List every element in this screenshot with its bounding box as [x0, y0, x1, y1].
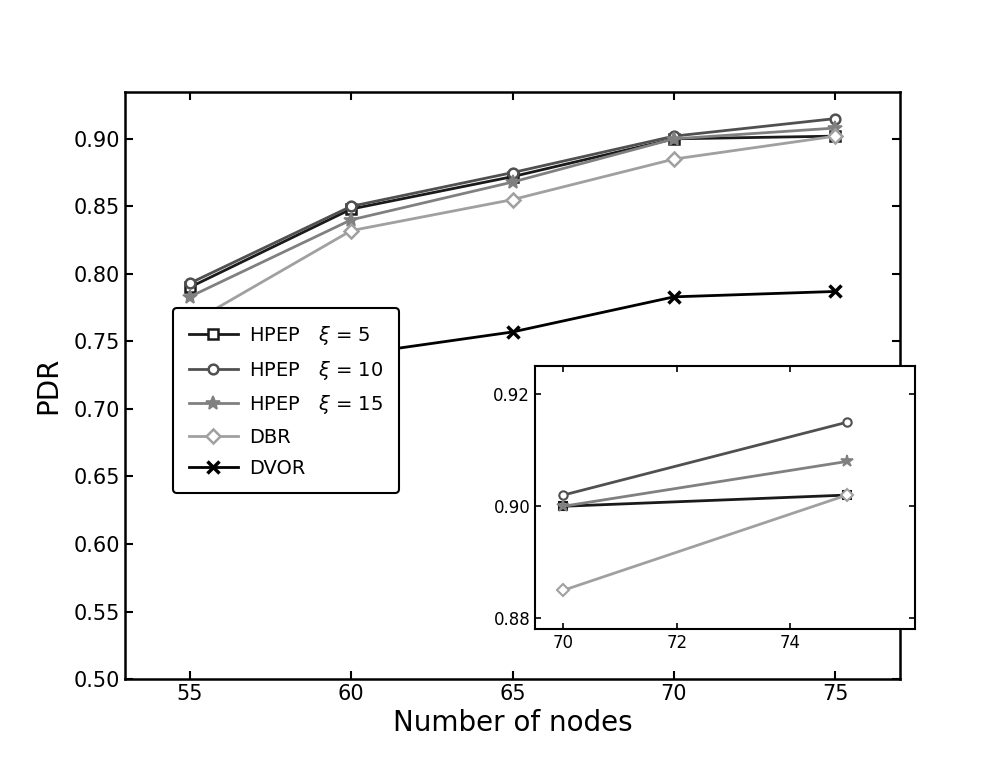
Line: HPEP   $\xi$ = 10: HPEP $\xi$ = 10 — [185, 114, 840, 288]
DVOR — [668, 292, 680, 301]
HPEP   $\xi$ = 5 — [506, 172, 518, 182]
DBR — [668, 155, 680, 164]
Y-axis label: PDR: PDR — [35, 356, 63, 414]
DBR — [184, 319, 196, 328]
HPEP   $\xi$ = 5 — [184, 283, 196, 292]
Line: DVOR: DVOR — [183, 285, 842, 469]
DBR — [345, 226, 357, 235]
HPEP   $\xi$ = 10 — [345, 201, 357, 211]
HPEP   $\xi$ = 10 — [668, 131, 680, 140]
DBR — [506, 195, 518, 204]
X-axis label: Number of nodes: Number of nodes — [393, 710, 632, 738]
Legend: HPEP   $\xi$ = 5, HPEP   $\xi$ = 10, HPEP   $\xi$ = 15, DBR, DVOR: HPEP $\xi$ = 5, HPEP $\xi$ = 10, HPEP $\… — [173, 308, 399, 493]
HPEP   $\xi$ = 15 — [829, 124, 841, 133]
HPEP   $\xi$ = 10 — [829, 114, 841, 123]
HPEP   $\xi$ = 15 — [668, 134, 680, 143]
HPEP   $\xi$ = 5 — [345, 204, 357, 214]
DVOR — [829, 287, 841, 296]
HPEP   $\xi$ = 10 — [506, 168, 518, 177]
HPEP   $\xi$ = 15 — [184, 292, 196, 301]
HPEP   $\xi$ = 5 — [829, 131, 841, 140]
Line: DBR: DBR — [185, 131, 840, 329]
HPEP   $\xi$ = 15 — [506, 178, 518, 187]
HPEP   $\xi$ = 5 — [668, 134, 680, 143]
DVOR — [184, 459, 196, 468]
DVOR — [506, 327, 518, 336]
Line: HPEP   $\xi$ = 15: HPEP $\xi$ = 15 — [183, 121, 842, 304]
HPEP   $\xi$ = 10 — [184, 278, 196, 288]
HPEP   $\xi$ = 15 — [345, 215, 357, 224]
DBR — [829, 131, 841, 140]
DVOR — [345, 350, 357, 359]
Line: HPEP   $\xi$ = 5: HPEP $\xi$ = 5 — [185, 131, 840, 292]
